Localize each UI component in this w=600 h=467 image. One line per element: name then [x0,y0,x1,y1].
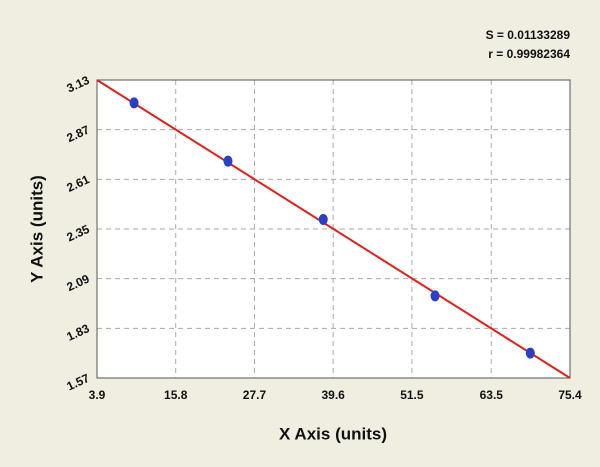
x-tick-label: 15.8 [164,388,188,402]
point [430,290,440,302]
x-axis-label: X Axis (units) [279,424,387,443]
y-axis-label: Y Axis (units) [27,175,46,283]
point [223,155,233,167]
x-tick-label: 63.5 [480,388,504,402]
annotation: S = 0.01133289 [486,28,571,42]
fit-line [96,79,571,379]
x-tick-label: 27.7 [243,388,267,402]
point [318,213,328,225]
x-tick-label: 51.5 [400,388,424,402]
x-tick-label: 39.6 [321,388,345,402]
point [129,97,139,109]
x-tick-label: 3.9 [89,388,106,402]
plot-border [96,79,571,379]
x-tick-label: 75.4 [558,388,582,402]
annotation: r = 0.99982364 [488,47,570,61]
point [525,347,535,359]
